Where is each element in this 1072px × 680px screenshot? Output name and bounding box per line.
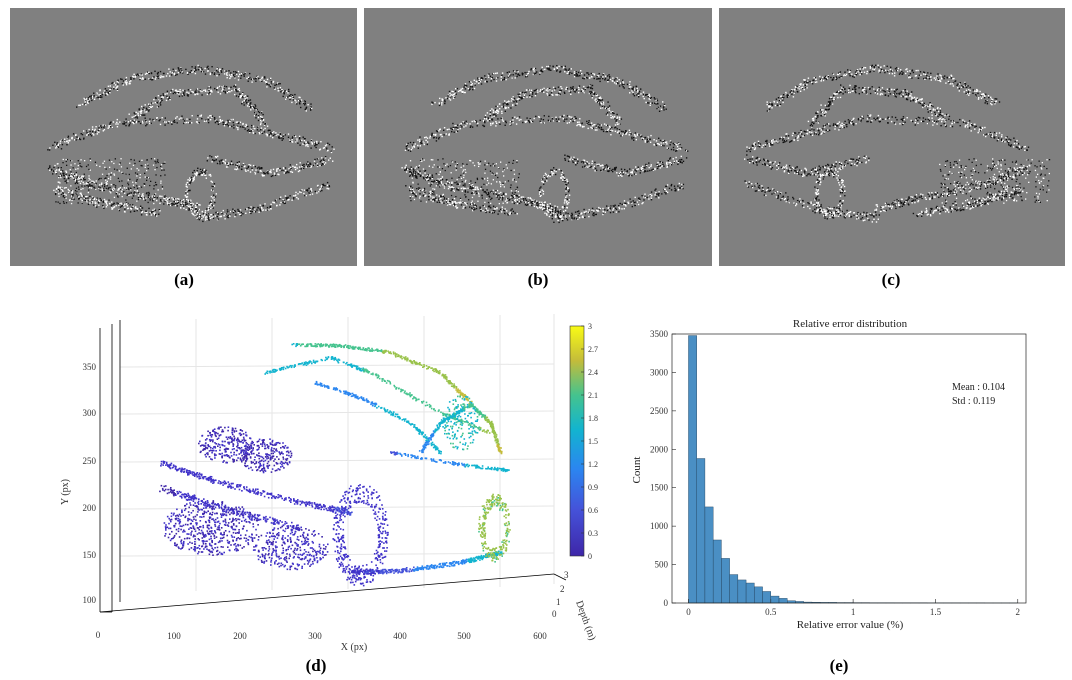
z-tick: 3	[564, 570, 569, 580]
y-tick: 250	[83, 456, 97, 466]
colorbar-tick: 0	[588, 552, 592, 561]
y-tick: 2500	[650, 406, 669, 416]
colorbar-tick: 1.8	[588, 414, 598, 423]
z-tick: 2	[560, 584, 565, 594]
colorbar-tick: 1.2	[588, 460, 598, 469]
histogram-bar	[688, 335, 697, 604]
y-tick: 3000	[650, 367, 669, 377]
histogram-bar	[754, 586, 763, 604]
mean-annotation: Mean : 0.104	[952, 382, 1005, 393]
x-tick: 500	[457, 631, 471, 641]
histogram-bar	[704, 506, 714, 604]
chart-title: Relative error distribution	[793, 318, 908, 330]
x-axis-label: Relative error value (%)	[797, 619, 904, 631]
y-tick: 100	[83, 595, 97, 605]
y-axis-label: Count	[631, 457, 643, 484]
colorbar-tick: 0.3	[588, 529, 598, 538]
y-tick: 300	[83, 408, 97, 418]
depth-point-cloud-plot: 350 300 250 200 150 100 Y (px) 0 100 200…	[60, 314, 598, 653]
car-event-points-c	[744, 64, 1051, 223]
colorbar-tick: 2.1	[588, 391, 598, 400]
y-tick: 350	[83, 362, 97, 372]
histogram-bar	[745, 582, 755, 604]
axes-frame	[99, 320, 567, 613]
x-tick: 0	[96, 630, 101, 640]
x-tick: 400	[393, 631, 407, 641]
x-tick: 2	[1016, 607, 1021, 617]
caption-c: (c)	[881, 270, 901, 289]
y-tick: 1000	[650, 521, 669, 531]
relative-error-histogram: Relative error distribution 0 500 1000 1500…	[631, 318, 1027, 631]
z-tick: 1	[556, 597, 561, 607]
caption-d: (d)	[305, 656, 327, 675]
y-tick: 2000	[650, 444, 669, 454]
y-tick: 150	[83, 550, 97, 560]
colorbar-tick: 2.7	[588, 345, 598, 354]
x-tick: 0.5	[765, 607, 777, 617]
plot-area-frame	[671, 333, 1027, 604]
y-tick: 3500	[650, 329, 669, 339]
x-axis-label: X (px)	[341, 642, 367, 653]
x-tick: 0	[686, 607, 691, 617]
car-event-points-b	[401, 65, 689, 224]
colorbar-tick: 3	[588, 322, 592, 331]
y-tick: 500	[655, 560, 669, 570]
colorbar-tick: 2.4	[588, 368, 598, 377]
colorbar-tick: 0.6	[588, 506, 598, 515]
y-tick: 0	[664, 598, 669, 608]
x-tick: 300	[308, 631, 322, 641]
car-event-points-a	[47, 64, 335, 223]
point-cloud	[159, 343, 511, 587]
histogram-bar	[762, 591, 771, 604]
histogram-bar	[712, 539, 722, 604]
histogram-bar	[729, 574, 739, 604]
x-tick: 600	[533, 631, 547, 641]
z-tick: 0	[552, 609, 557, 619]
histogram-bar	[778, 598, 788, 604]
histogram-bar	[696, 458, 706, 604]
x-tick: 100	[167, 631, 181, 641]
x-tick: 1	[851, 607, 856, 617]
y-axis-label: Y (px)	[60, 479, 71, 505]
colorbar-tick: 0.9	[588, 483, 598, 492]
histogram-bar	[721, 558, 730, 604]
caption-e: (e)	[829, 656, 849, 675]
std-annotation: Std : 0.119	[952, 396, 995, 407]
colorbar-tick: 1.5	[588, 437, 598, 446]
y-tick: 1500	[650, 483, 669, 493]
event-image-a	[10, 8, 357, 266]
histogram-bar	[770, 595, 780, 604]
z-axis-label: Depth (m)	[573, 599, 597, 642]
caption-b: (b)	[527, 270, 549, 289]
event-image-b	[364, 8, 712, 266]
y-tick: 200	[83, 503, 97, 513]
x-tick: 1.5	[930, 607, 942, 617]
event-image-c	[719, 8, 1065, 266]
caption-a: (a)	[174, 270, 194, 289]
x-tick: 200	[233, 631, 247, 641]
histogram-bar	[737, 579, 747, 604]
